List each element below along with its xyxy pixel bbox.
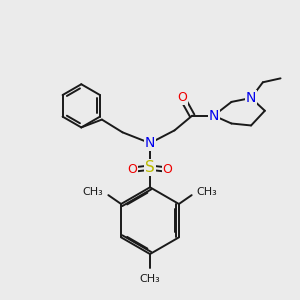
- Text: O: O: [178, 92, 187, 104]
- Text: N: N: [208, 109, 219, 123]
- Text: N: N: [246, 91, 256, 105]
- Text: O: O: [128, 163, 137, 176]
- Text: S: S: [145, 160, 155, 175]
- Text: CH₃: CH₃: [196, 187, 217, 197]
- Text: CH₃: CH₃: [140, 274, 160, 284]
- Text: N: N: [145, 136, 155, 150]
- Text: CH₃: CH₃: [83, 187, 104, 197]
- Text: O: O: [163, 163, 172, 176]
